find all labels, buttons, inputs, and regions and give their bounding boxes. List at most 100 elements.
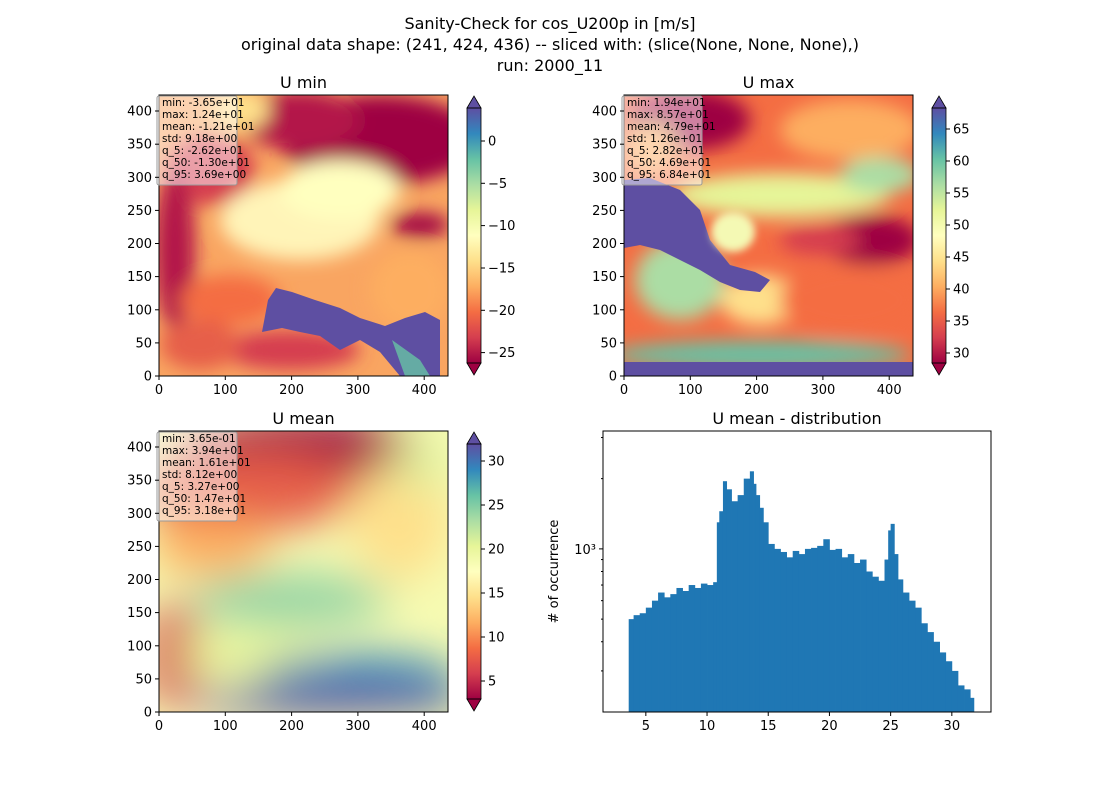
colorbar-tick-label: −20 (488, 304, 515, 319)
colorbar-tick-label: −10 (488, 219, 515, 234)
y-tick-label: 150 (127, 270, 152, 285)
colorbar-tick-label: 60 (953, 155, 970, 170)
panel-title-u-mean: U mean (272, 409, 334, 428)
histogram-x-tick: 10 (699, 712, 716, 734)
y-tick-label: 400 (127, 441, 152, 456)
colorbar-tick-label: 10 (488, 631, 505, 646)
panel-title-u-min: U min (280, 73, 327, 92)
histogram-bar (670, 594, 677, 712)
panel-u-mean-distribution: U mean - distribution 5 10 15 20 25 30 10³ # … (547, 409, 992, 734)
y-axis-u-mean: 0 50 100 150 200 250 300 350 400 (127, 441, 159, 721)
histogram-bar (921, 623, 928, 712)
histogram-bar (951, 670, 959, 712)
colorbar-tick-label: 65 (953, 123, 970, 138)
colorbar-tick-label: −25 (488, 346, 515, 361)
histogram-x-tick: 15 (760, 712, 777, 734)
histogram-bar (964, 689, 971, 712)
colorbar-tick-label: 15 (488, 587, 505, 602)
colorbar-tick: 30 (481, 455, 505, 470)
y-tick: 250 (592, 204, 624, 219)
histogram-bar (694, 587, 702, 712)
x-tick: 100 (678, 376, 703, 398)
colorbar-tick: 45 (946, 251, 970, 266)
stat-line: std: 1.26e+01 (627, 133, 702, 145)
x-tick-label: 300 (345, 719, 370, 734)
histogram-bar (804, 548, 812, 712)
stat-line: max: 8.57e+01 (627, 109, 709, 121)
x-tick-label: 300 (345, 383, 370, 398)
x-tick-label: 100 (678, 383, 703, 398)
histogram-bar (753, 483, 757, 712)
y-tick-label: 400 (127, 105, 152, 120)
y-tick-label: 0 (144, 370, 152, 385)
histogram-bar (716, 522, 720, 712)
x-tick: 400 (412, 712, 437, 734)
colorbar-tick: 55 (946, 187, 970, 202)
colorbar-tick-label: 55 (953, 187, 970, 202)
y-tick: 200 (127, 573, 159, 588)
y-tick-label: 50 (135, 672, 152, 687)
histogram-bar (970, 697, 975, 712)
y-tick-label: 0 (609, 370, 617, 385)
y-axis-u-max: 0 50 100 150 200 250 300 350 400 (592, 105, 624, 385)
histogram-x-tick-label: 10 (699, 719, 716, 734)
y-tick: 0 (144, 706, 159, 721)
colorbar-tick: 15 (481, 587, 505, 602)
histogram-bar (888, 530, 892, 712)
x-tick: 400 (877, 376, 902, 398)
y-tick-label: 150 (127, 606, 152, 621)
colorbar-tick: 20 (481, 543, 505, 558)
histogram-x-tick: 25 (882, 712, 899, 734)
histogram-bar (774, 548, 781, 712)
colorbar-tick: 10 (481, 631, 505, 646)
y-tick-label: 150 (592, 270, 617, 285)
histogram-bar (743, 478, 751, 712)
histogram-x-tick-label: 15 (760, 719, 777, 734)
x-axis-u-min: 0 100 200 300 400 (155, 376, 437, 398)
x-tick: 200 (744, 376, 769, 398)
histogram-bar (731, 501, 739, 712)
x-tick: 300 (345, 712, 370, 734)
histogram-bar (915, 607, 922, 712)
stat-line: std: 9.18e+00 (162, 133, 237, 145)
x-tick: 300 (345, 376, 370, 398)
histogram-bar (651, 600, 659, 712)
colorbar-tick-label: 20 (488, 543, 505, 558)
x-tick: 0 (155, 712, 163, 734)
histogram-bar (737, 495, 745, 712)
y-tick-label: 300 (592, 171, 617, 186)
histogram-x-tick: 20 (821, 712, 838, 734)
colorbar-tick: −10 (481, 219, 515, 234)
stat-line: mean: 1.61e+01 (162, 457, 251, 469)
histogram-x-tick-label: 25 (882, 719, 899, 734)
x-tick: 0 (620, 376, 628, 398)
histogram-x-tick-label: 5 (642, 719, 650, 734)
stat-line: q_95: 3.69e+00 (162, 169, 246, 181)
y-tick: 150 (127, 606, 159, 621)
y-tick: 0 (144, 370, 159, 385)
histogram-bar (817, 545, 824, 712)
x-axis-u-max: 0 100 200 300 400 (620, 376, 902, 398)
histogram-bar (719, 511, 724, 712)
colorbar-tick: 0 (481, 135, 496, 150)
y-tick: 150 (127, 270, 159, 285)
histogram-bar (908, 600, 916, 712)
histogram-bar (829, 549, 836, 712)
y-tick-label: 250 (592, 204, 617, 219)
colorbar-tick: 40 (946, 283, 970, 298)
y-tick: 50 (135, 336, 159, 351)
histogram-bar (902, 592, 910, 712)
histogram-bars (628, 471, 975, 712)
y-tick-label: 200 (592, 237, 617, 252)
y-tick-label: 100 (127, 303, 152, 318)
y-tick-label: 100 (127, 639, 152, 654)
histogram-bar (639, 613, 647, 712)
y-tick-label: 300 (127, 507, 152, 522)
histogram-bar (700, 583, 708, 712)
histogram-bar (841, 557, 849, 712)
colorbar-tick-label: 30 (953, 347, 970, 362)
figure-title-line-1: Sanity-Check for cos_U200p in [m/s] (404, 14, 695, 34)
colorbar-tick: −25 (481, 346, 515, 361)
x-tick: 0 (155, 376, 163, 398)
